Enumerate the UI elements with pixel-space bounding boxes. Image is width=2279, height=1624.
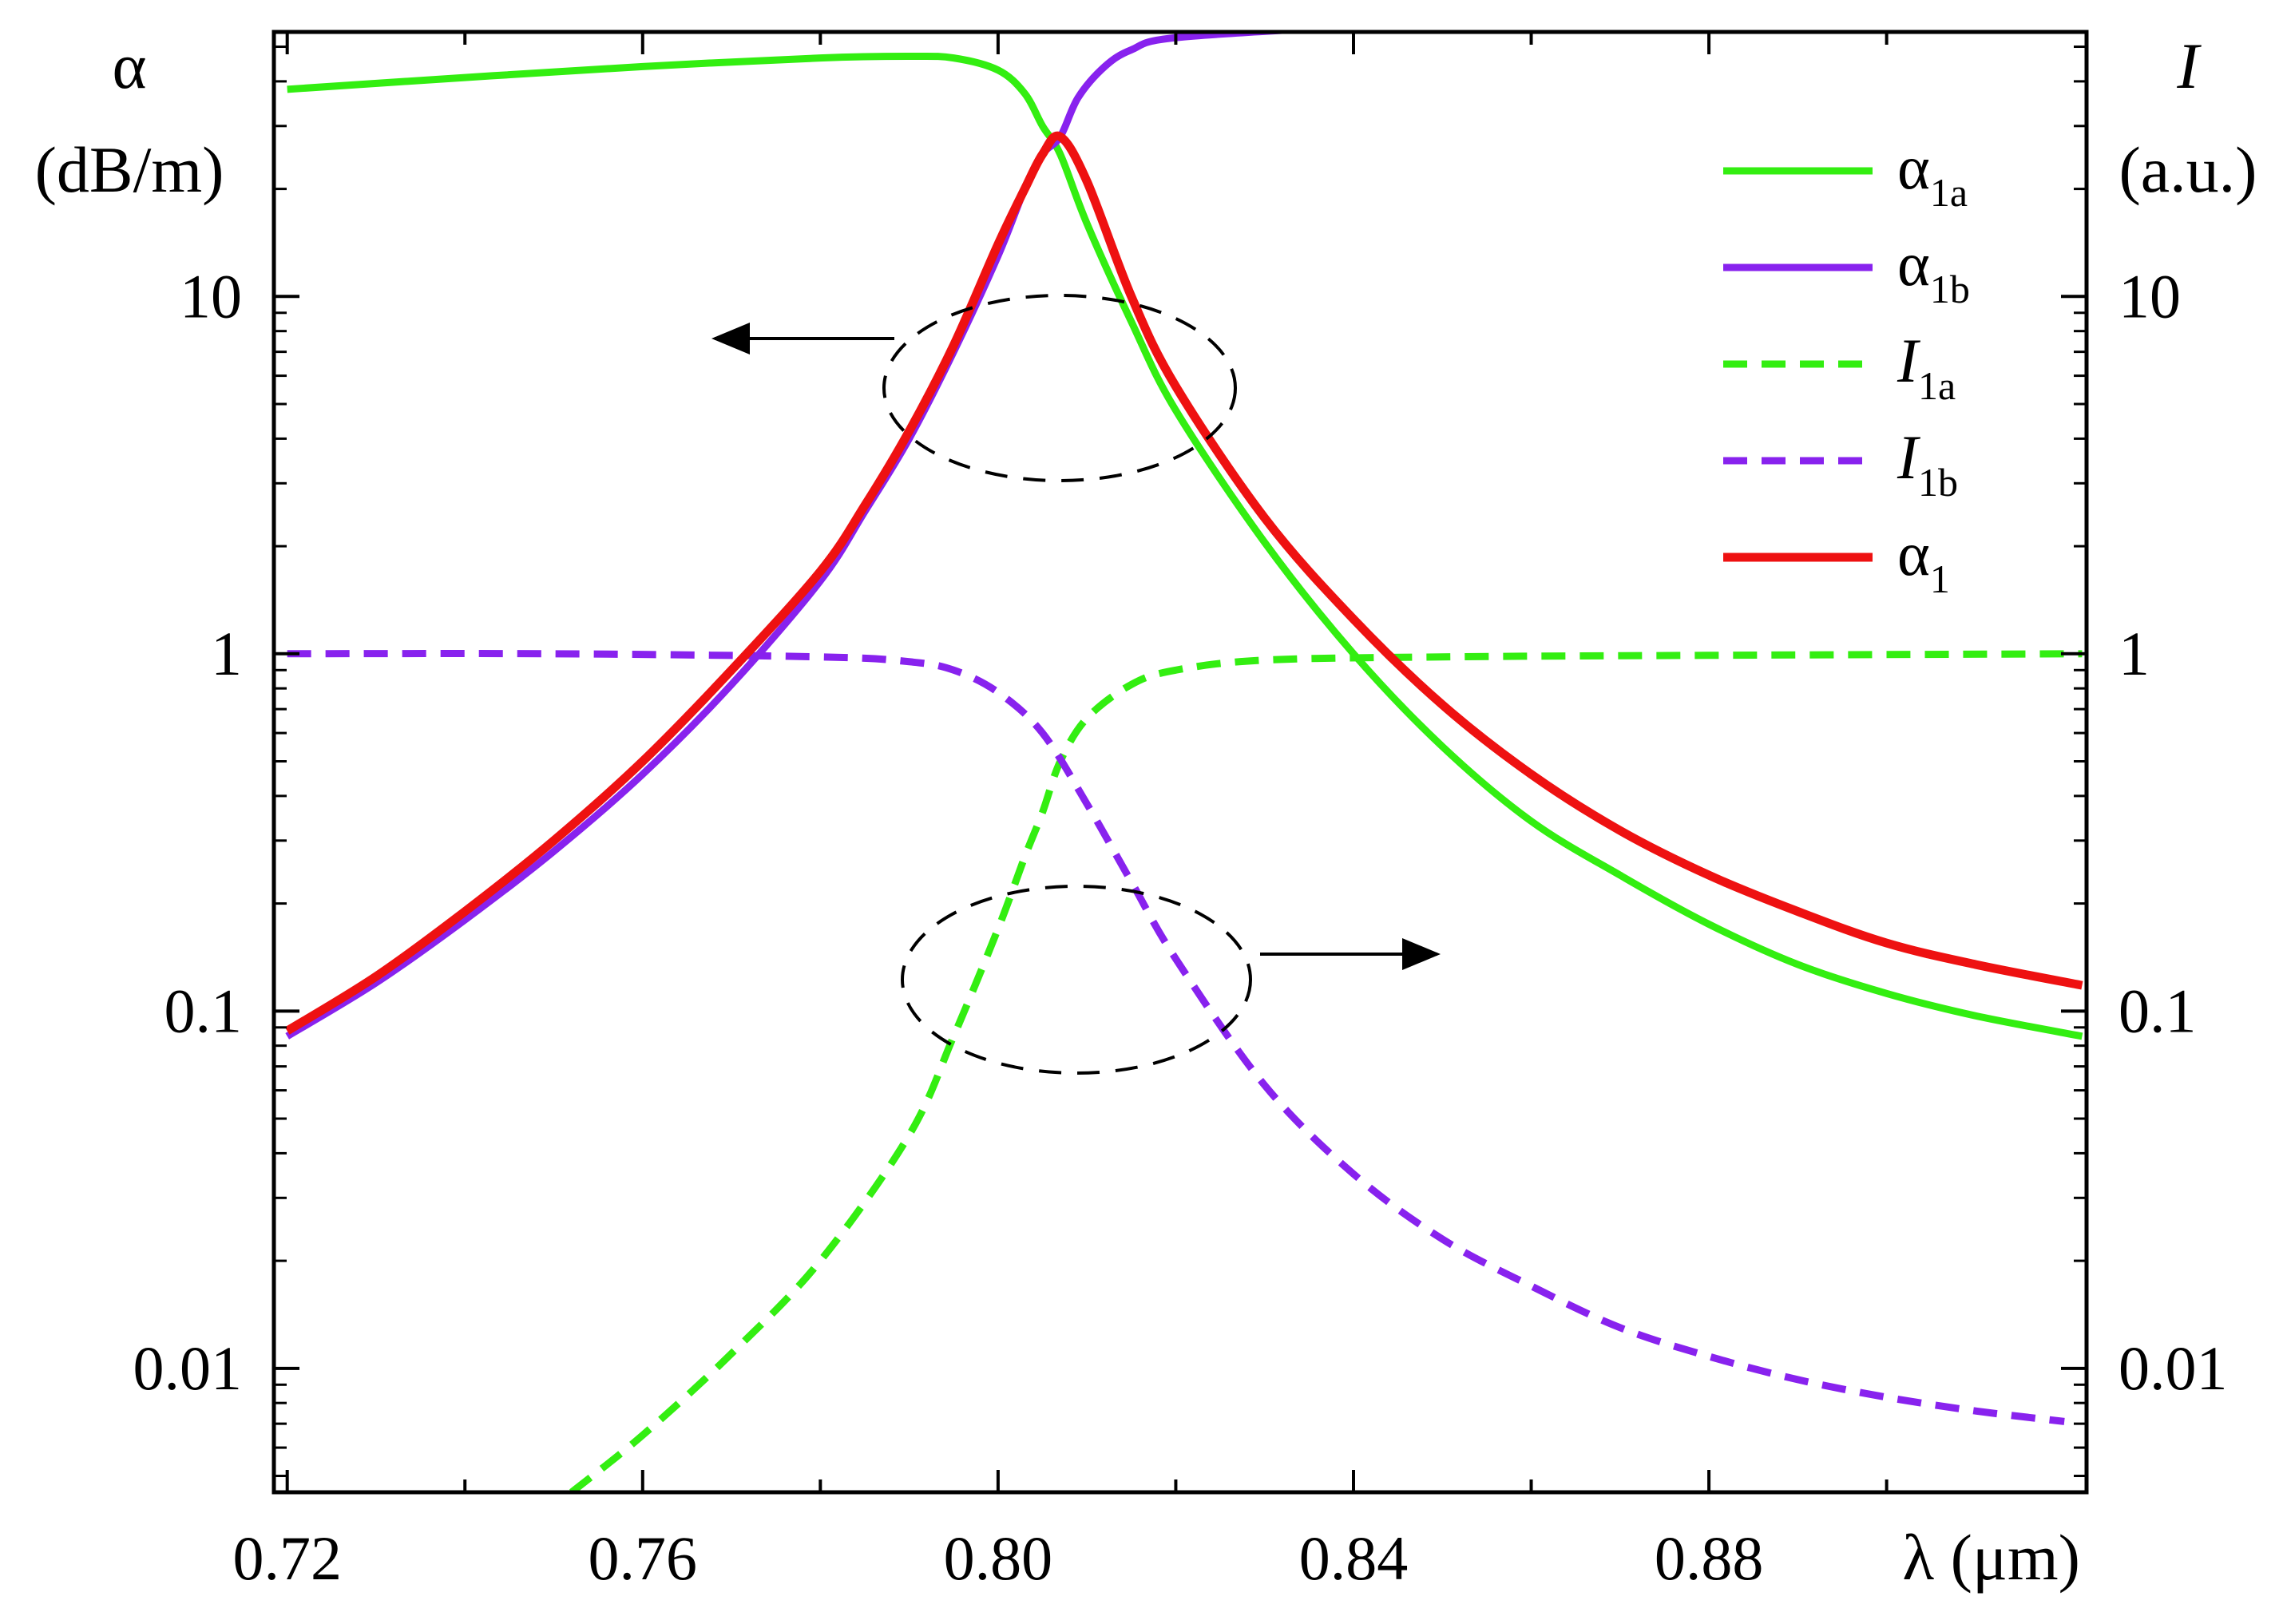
y-tick-label-left: 0.01 <box>133 1333 243 1403</box>
series-layer <box>284 32 2083 1492</box>
x-tick-label: 0.80 <box>944 1523 1053 1593</box>
legend: α1a α1b I1a I1b α1 <box>1723 133 1970 601</box>
y-tick-label-left: 0.1 <box>164 976 243 1045</box>
series-line-α1b <box>285 32 1318 1040</box>
y-tick-label-right: 10 <box>2118 261 2181 331</box>
legend-label-α1: α1 <box>1897 519 1950 601</box>
series-line-α1 <box>284 131 2083 1035</box>
right-axis-group-ellipse <box>901 885 1252 1075</box>
x-axis-title: λ (μm) <box>1902 1521 2080 1594</box>
plot-frame <box>271 30 2089 1495</box>
x-tick-label: 0.84 <box>1299 1523 1409 1593</box>
left-axis-title-unit: (dB/m) <box>35 133 224 206</box>
legend-label-I1b: I1b <box>1897 422 1958 505</box>
right-axis-title-unit: (a.u.) <box>2118 133 2257 206</box>
frame-layer <box>271 30 2089 1495</box>
legend-label-α1a: α1a <box>1897 133 1968 215</box>
tick-layer: 0.72 0.76 0.80 0.84 0.88 0.01 0.01 0.1 0.1 1 1 10 10 <box>133 32 2228 1593</box>
x-tick-label: 0.76 <box>589 1523 698 1593</box>
series-line-I1b <box>287 650 2065 1425</box>
y-tick-label-right: 0.1 <box>2118 976 2197 1045</box>
left-axis-group-ellipse <box>882 294 1237 482</box>
label-layer: λ (μm) α (dB/m) I (a.u.) <box>35 30 2257 1594</box>
y-tick-label-right: 0.01 <box>2118 1333 2228 1403</box>
series-line-α1a <box>287 52 2083 1040</box>
legend-label-α1b: α1b <box>1897 229 1970 311</box>
left-axis-title-symbol: α <box>113 30 147 102</box>
series-line-I1a <box>569 650 2083 1492</box>
legend-label-I1a: I1a <box>1897 326 1956 408</box>
annotation-layer <box>711 294 1441 1075</box>
right-axis-title-symbol: I <box>2176 30 2202 102</box>
x-tick-label: 0.72 <box>232 1523 342 1593</box>
y-tick-label-left: 1 <box>211 619 242 688</box>
y-tick-label-left: 10 <box>180 261 242 331</box>
y-tick-label-right: 1 <box>2118 619 2150 688</box>
x-tick-label: 0.88 <box>1655 1523 1764 1593</box>
